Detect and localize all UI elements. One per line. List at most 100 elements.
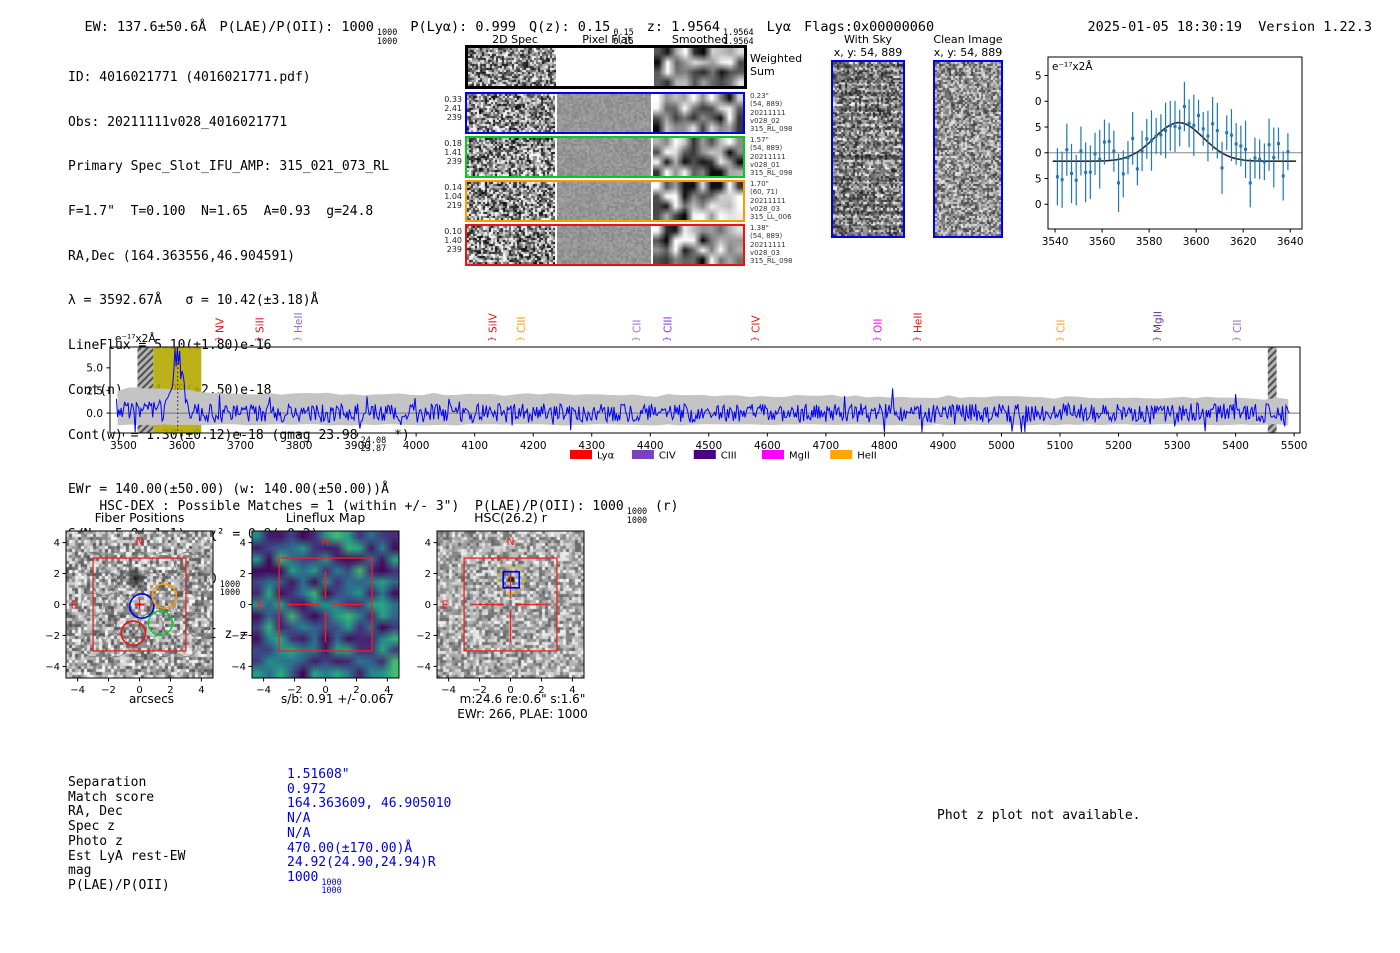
svg-text:2: 2 <box>167 685 173 696</box>
svg-text:N: N <box>321 535 329 548</box>
svg-text:4100: 4100 <box>461 440 488 452</box>
detail-label: Photo z <box>68 833 123 849</box>
masked-band <box>1267 347 1277 433</box>
hsc-dex-matches-line: HSC-DEX : Possible Matches = 1 (within +… <box>99 499 679 526</box>
svg-text:3560: 3560 <box>1089 236 1116 248</box>
spectrum-legend: Lyα CIV CIII MgII HeII <box>570 450 877 462</box>
svg-text:−4: −4 <box>70 685 85 696</box>
fiber-row-annotation: 1.38" (54, 889) 20211111 v028_03 315_RL_098 <box>750 224 793 266</box>
emission-line-label: SiIV <box>487 312 499 333</box>
emission-line-label: CII <box>1232 319 1244 333</box>
svg-text:4: 4 <box>240 538 246 549</box>
info-ewr: EWr = 140.00(±50.00) (w: 140.00(±50.00))… <box>68 482 389 498</box>
line-fit-plot-svg: 3540 3560 3580 3600 3620 3640 7.5 5.0 2.5 0.0 −2.5… <box>1016 56 1304 248</box>
lineflux-map-panel: Lineflux Map −4 −4 −2 −2 0 0 2 2 4 4 N E s/b: 0.91 … <box>232 508 444 743</box>
noise-canvas <box>833 62 903 236</box>
svg-text:3580: 3580 <box>1136 236 1163 248</box>
panel-title: Fiber Positions <box>94 510 185 525</box>
svg-text:Lyα: Lyα <box>597 451 615 462</box>
detail-label: Separation <box>68 775 147 790</box>
ifu-fiber-circles <box>80 551 211 658</box>
detail-value: 24.92(24.90,24.94)R <box>287 855 436 871</box>
panel-caption: m:24.6 re:0.6" s:1.6" <box>459 692 586 706</box>
noise-canvas <box>468 48 556 86</box>
svg-text:HeII: HeII <box>857 451 877 462</box>
fiber-row-2dspec <box>467 138 555 176</box>
detail-value: 0.972 <box>287 781 327 797</box>
detail-label: mag <box>68 863 92 879</box>
emission-line-label: SiII <box>254 317 266 333</box>
fiber-row-annotation: 1.70" (60, 71) 20211111 v028_03 315_LL_006 <box>750 180 792 222</box>
noise-canvas <box>935 62 1001 236</box>
svg-text:−2: −2 <box>417 631 431 642</box>
spec2d-col-title: 2D Spec <box>492 33 538 46</box>
weighted-sum-pixelflat <box>558 48 652 86</box>
info-lambda-sigma: λ = 3592.67Å σ = 10.42(±3.18)Å <box>68 293 319 309</box>
z-type: Lyα <box>766 19 792 35</box>
svg-text:4800: 4800 <box>871 440 898 452</box>
svg-text:N: N <box>135 535 143 548</box>
fiber-row-pixelflat <box>557 182 651 220</box>
svg-text:5500: 5500 <box>1281 440 1308 452</box>
report-datetime: 2025-01-05 18:30:19 <box>1087 19 1242 35</box>
fiber-aperture <box>128 593 155 619</box>
svg-text:5.0: 5.0 <box>1035 96 1042 108</box>
svg-text:7.5: 7.5 <box>1035 70 1042 82</box>
svg-text:4600: 4600 <box>754 440 781 452</box>
svg-text:3600: 3600 <box>1183 236 1210 248</box>
emission-line-brace: { <box>1054 336 1064 342</box>
summary-header: EW: 137.6±50.6Å P(LAE)/P(OII): 1000 1000 10… <box>52 3 935 62</box>
svg-text:4200: 4200 <box>520 440 547 452</box>
detail-value: 164.363609, 46.905010 <box>287 796 452 812</box>
noise-canvas <box>557 138 651 176</box>
svg-text:4900: 4900 <box>930 440 957 452</box>
emission-line-label: CIII <box>662 316 674 333</box>
z-value: z: 1.9564 1.9564 1.9564 <box>646 19 754 47</box>
emission-line-label: HeII <box>293 312 305 333</box>
noise-canvas <box>252 531 399 678</box>
emission-line-label: CII <box>631 319 643 333</box>
weighted-sum-row <box>465 45 747 89</box>
svg-text:0: 0 <box>507 685 513 696</box>
svg-text:2.5: 2.5 <box>86 385 103 397</box>
emission-line-brace: { <box>514 336 524 342</box>
svg-text:4: 4 <box>198 685 204 696</box>
svg-text:0: 0 <box>54 600 60 611</box>
fiber-row-2dspec <box>467 182 555 220</box>
emission-line-label: OII <box>872 319 884 333</box>
full-spectrum-svg: 3500 3600 3700 3800 3900 4000 4100 4200 4300 4400… <box>86 311 1308 462</box>
fiber-row-pixelflat <box>557 94 651 132</box>
svg-text:−4: −4 <box>46 662 60 673</box>
plae-fraction: 1000 1000 <box>376 28 398 47</box>
svg-text:4: 4 <box>569 685 575 696</box>
noise-canvas <box>557 226 651 264</box>
detail-plae-fraction: 1000 1000 <box>321 877 342 897</box>
info-cont-w: Cont(w) = 1.30(±0.12)e-18 (gmag 23.98 24.… <box>68 427 410 455</box>
svg-text:2.5: 2.5 <box>1035 122 1042 134</box>
plya-value: P(Lyα): 0.999 <box>410 19 517 35</box>
noise-canvas <box>557 182 651 220</box>
svg-text:−4: −4 <box>256 685 271 696</box>
svg-text:E: E <box>257 599 264 612</box>
emission-line-brace: { <box>1230 336 1240 342</box>
noise-canvas <box>437 531 584 678</box>
info-id: ID: 4016021771 (4016021771.pdf) <box>68 69 311 85</box>
svg-text:0: 0 <box>322 685 328 696</box>
extraction-box <box>92 557 187 652</box>
extraction-box <box>463 557 558 652</box>
svg-text:0: 0 <box>136 685 142 696</box>
fiber-row-weights: 0.10 1.40 239 <box>444 227 462 254</box>
photz-unavailable-notice: Phot z plot not available. <box>937 808 1141 823</box>
info-plae-fraction: 1000 1000 <box>219 579 241 599</box>
flags-value: Flags:0x00000060 <box>804 19 935 35</box>
hscdex-plae-fraction: 1000 1000 <box>626 507 648 526</box>
fiber-aperture <box>120 620 147 646</box>
svg-text:0: 0 <box>425 600 431 611</box>
svg-text:2: 2 <box>538 685 544 696</box>
detail-value: 470.00(±170.00)Å <box>287 840 413 856</box>
noise-canvas <box>653 182 743 220</box>
info-radec: RA,Dec (164.363556,46.904591) <box>68 248 295 264</box>
svg-text:2: 2 <box>240 569 246 580</box>
emission-line-label: HeII <box>912 312 924 333</box>
detail-label: P(LAE)/P(OII) <box>68 877 170 893</box>
